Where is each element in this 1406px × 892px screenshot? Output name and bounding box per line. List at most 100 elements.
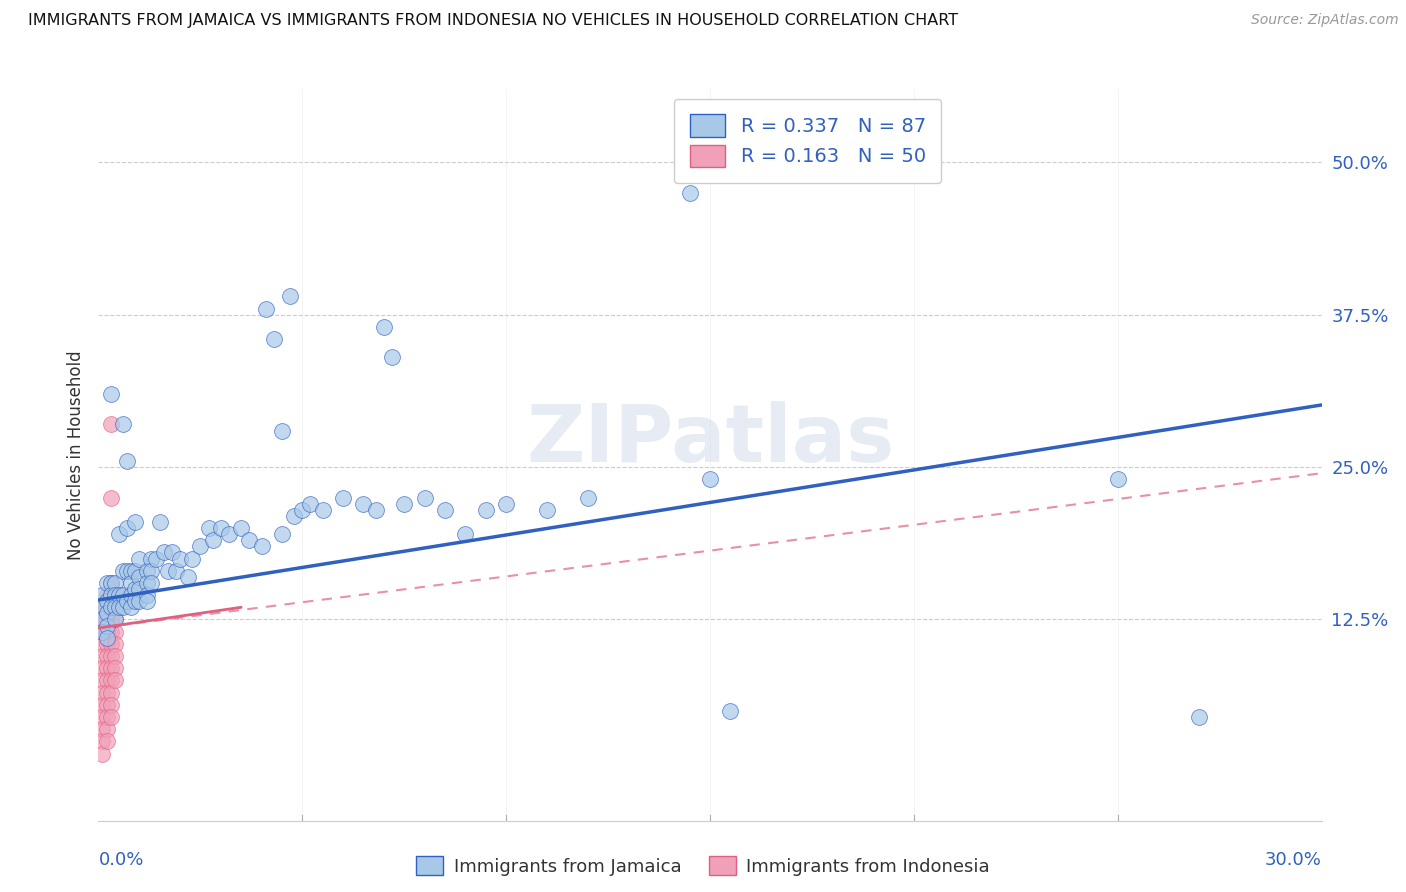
Point [136, 588, 159, 602]
Point [128, 551, 150, 566]
Point [91, 734, 114, 748]
Point [96, 710, 118, 724]
Point [104, 673, 127, 688]
Point [124, 594, 146, 608]
Point [152, 545, 174, 559]
Point [120, 576, 142, 591]
Point [91, 698, 114, 712]
Point [91, 723, 114, 737]
Point [108, 527, 131, 541]
Point [100, 576, 122, 591]
Point [270, 527, 294, 541]
Point [188, 539, 212, 553]
Point [100, 588, 122, 602]
Point [299, 497, 322, 511]
Point [156, 564, 179, 578]
Point [145, 551, 167, 566]
Point [100, 673, 122, 688]
Point [699, 472, 721, 486]
Point [209, 521, 232, 535]
Point [91, 649, 114, 664]
Point [197, 521, 219, 535]
Point [352, 497, 374, 511]
Point [111, 564, 134, 578]
Point [100, 600, 122, 615]
Point [124, 582, 146, 596]
Point [254, 301, 277, 316]
Point [149, 515, 172, 529]
Point [141, 576, 163, 591]
Point [250, 539, 273, 553]
Point [160, 545, 183, 559]
Point [96, 661, 118, 675]
Point [91, 600, 114, 615]
Point [136, 594, 159, 608]
Point [96, 698, 118, 712]
Point [104, 637, 127, 651]
Point [474, 503, 498, 517]
Point [96, 588, 118, 602]
Point [104, 600, 127, 615]
Text: ZIPatlas: ZIPatlas [526, 401, 894, 479]
Point [381, 351, 404, 365]
Point [96, 618, 118, 632]
Point [120, 588, 142, 602]
Point [104, 613, 127, 627]
Point [231, 521, 253, 535]
Point [104, 600, 127, 615]
Point [100, 600, 122, 615]
Point [91, 613, 114, 627]
Point [100, 661, 122, 675]
Point [373, 320, 395, 334]
Point [100, 649, 122, 664]
Point [536, 503, 558, 517]
Point [165, 564, 187, 578]
Point [100, 576, 122, 591]
Text: 30.0%: 30.0% [1265, 851, 1322, 869]
Point [111, 588, 134, 602]
Point [91, 588, 114, 602]
Point [718, 704, 742, 718]
Point [201, 533, 224, 548]
Point [91, 747, 114, 761]
Point [128, 582, 150, 596]
Point [1107, 472, 1129, 486]
Point [96, 607, 118, 621]
Point [218, 527, 240, 541]
Point [91, 624, 114, 639]
Point [91, 673, 114, 688]
Point [104, 624, 127, 639]
Point [104, 661, 127, 675]
Point [181, 551, 204, 566]
Point [1188, 710, 1211, 724]
Point [104, 588, 127, 602]
Point [108, 600, 131, 615]
Text: 0.0%: 0.0% [98, 851, 143, 869]
Point [104, 613, 127, 627]
Point [96, 637, 118, 651]
Point [100, 613, 122, 627]
Point [263, 332, 285, 346]
Point [100, 710, 122, 724]
Point [100, 624, 122, 639]
Point [96, 673, 118, 688]
Point [100, 686, 122, 700]
Legend: Immigrants from Jamaica, Immigrants from Indonesia: Immigrants from Jamaica, Immigrants from… [409, 849, 997, 883]
Point [291, 503, 314, 517]
Point [104, 649, 127, 664]
Point [128, 570, 150, 584]
Point [136, 576, 159, 591]
Point [96, 723, 118, 737]
Point [96, 613, 118, 627]
Point [312, 503, 335, 517]
Point [96, 594, 118, 608]
Text: Source: ZipAtlas.com: Source: ZipAtlas.com [1251, 13, 1399, 28]
Point [115, 594, 138, 608]
Point [91, 624, 114, 639]
Point [96, 631, 118, 645]
Point [136, 564, 159, 578]
Point [100, 588, 122, 602]
Point [278, 289, 301, 303]
Point [100, 387, 122, 401]
Point [91, 686, 114, 700]
